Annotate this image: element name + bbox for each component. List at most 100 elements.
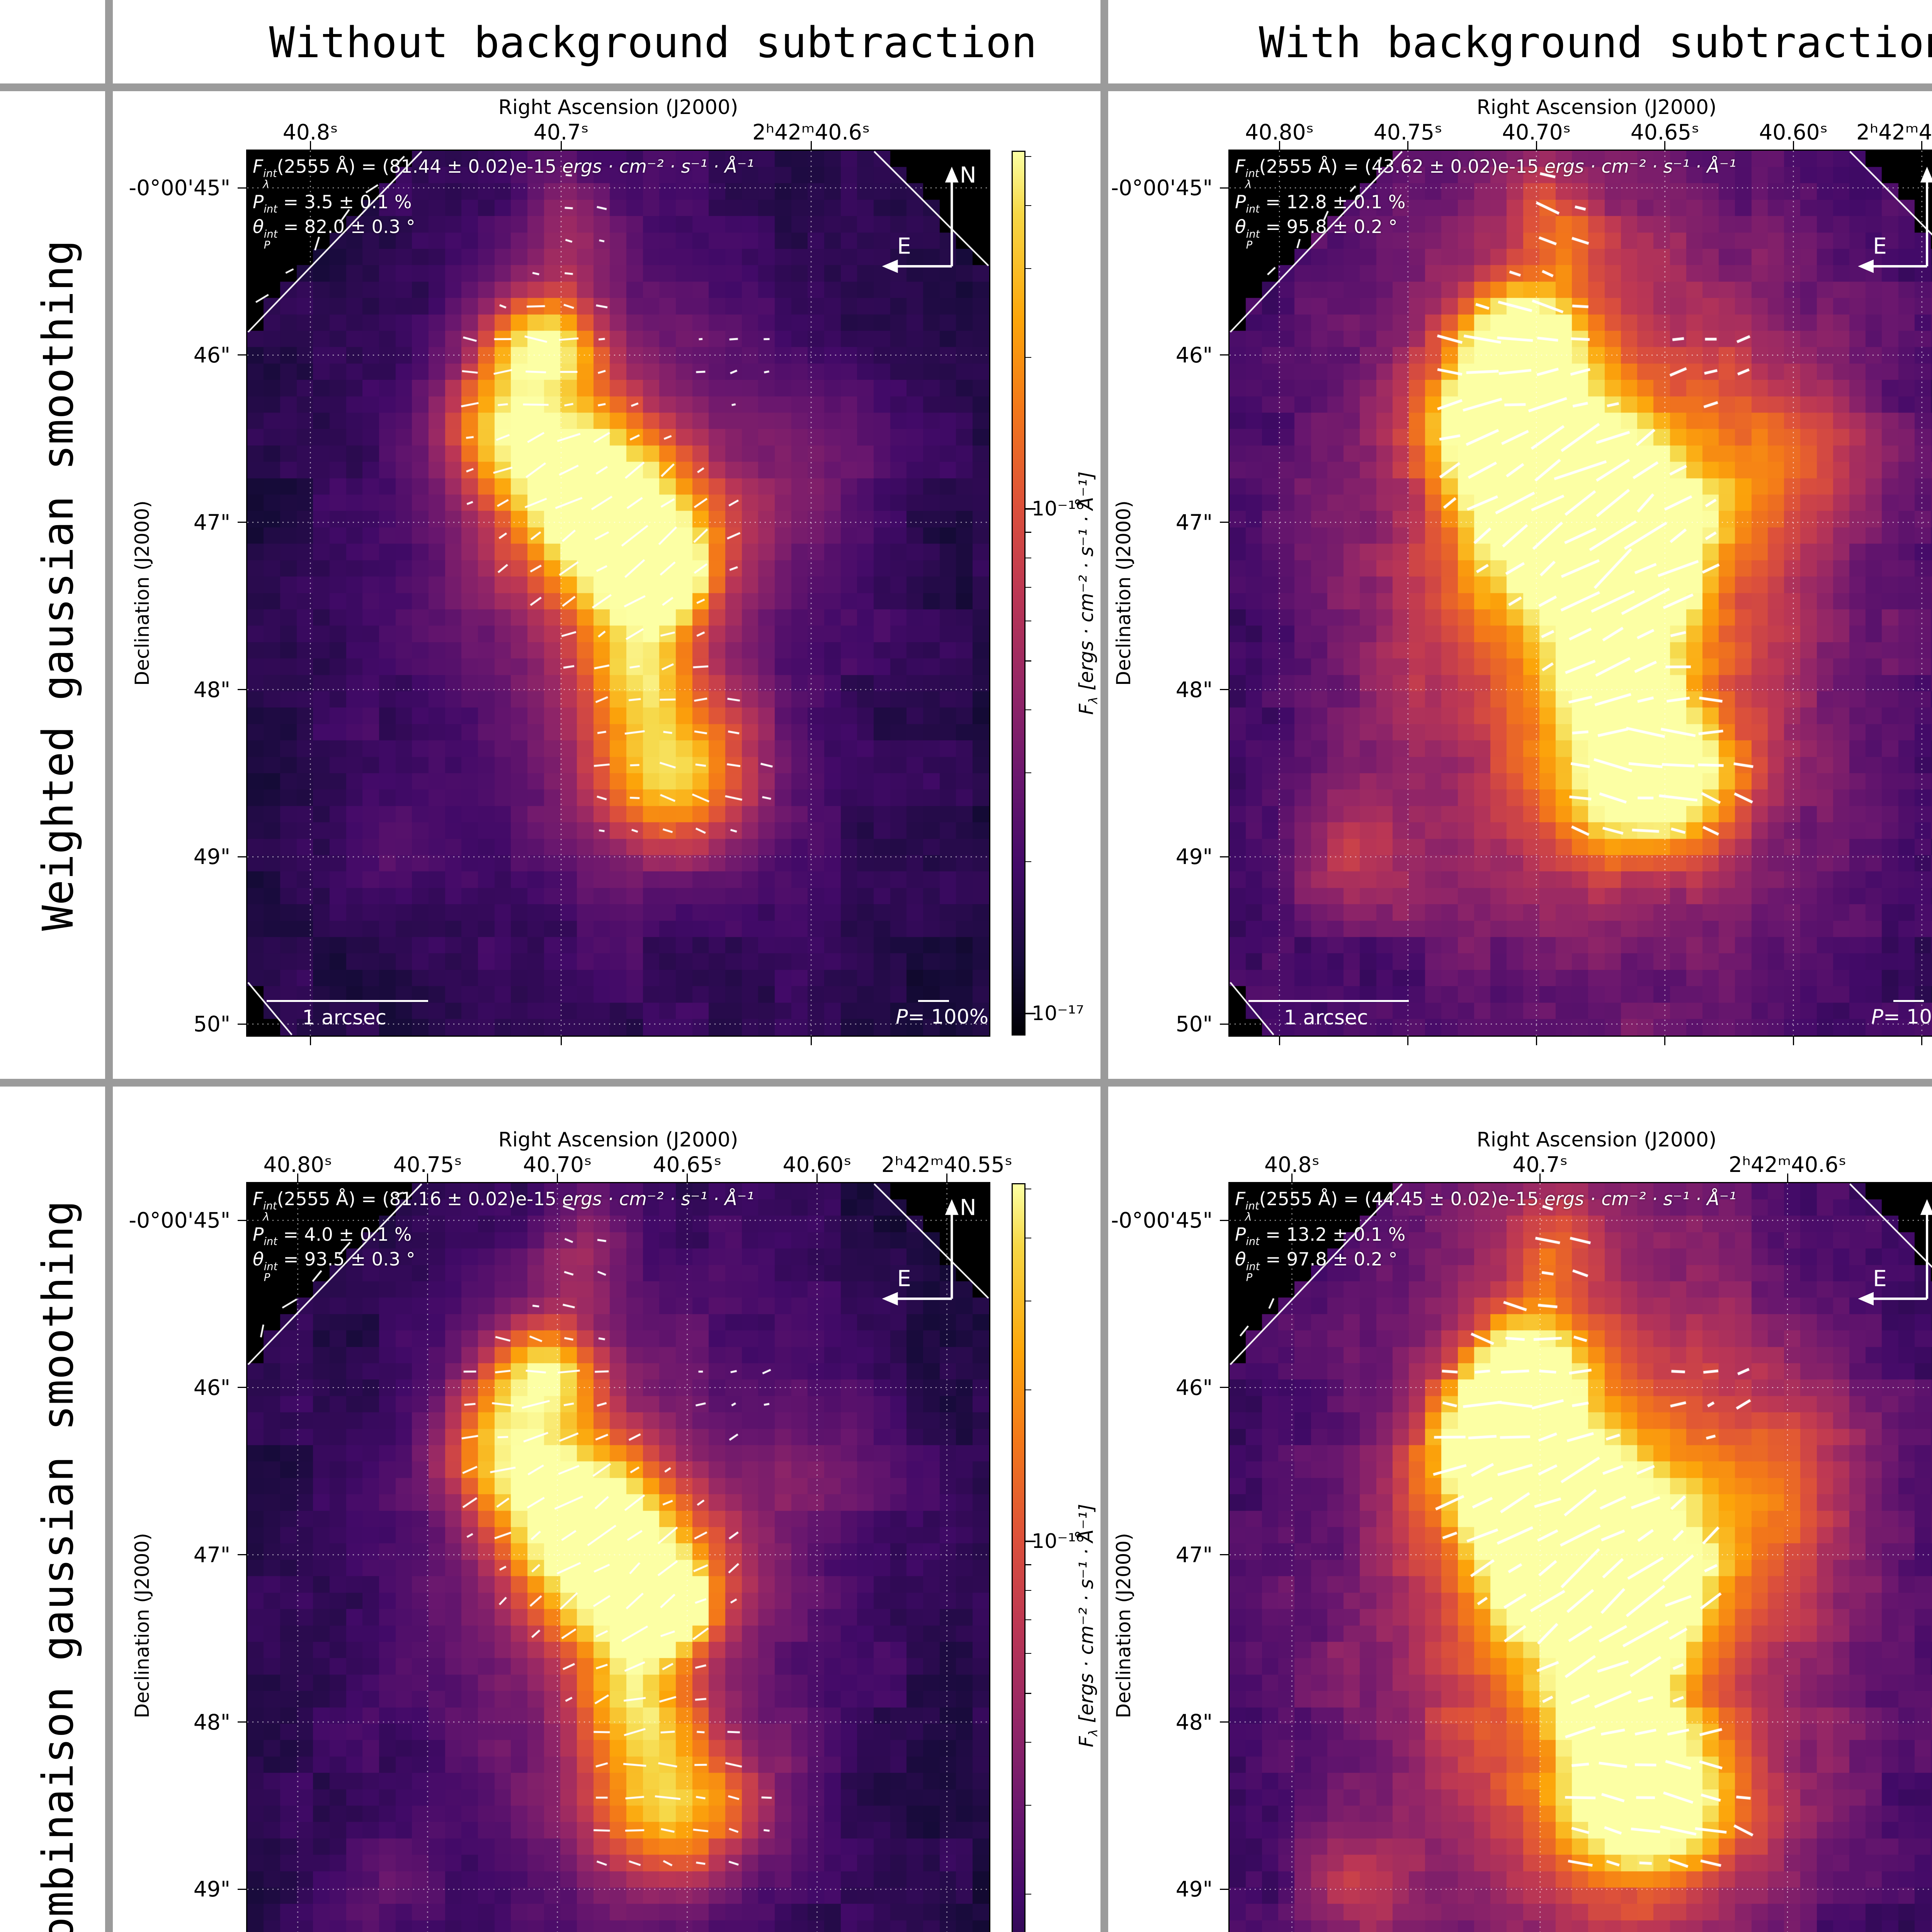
east-arrowhead-icon [882, 259, 898, 273]
ra-tick-label: 40.70ˢ [523, 1152, 592, 1177]
ra-tick-mark [1921, 141, 1923, 150]
vertical-divider-left [105, 0, 113, 1932]
polarization-value: = 12.8 ± 0.1 % [1259, 192, 1406, 213]
ra-tick-label: 40.70ˢ [1502, 120, 1571, 145]
scale-bar [1248, 1000, 1409, 1002]
colorbar-minor-tick [1026, 268, 1031, 269]
scale-bar-label: 1 arcsec [302, 1006, 387, 1030]
angle-symbol: θ [1235, 216, 1246, 238]
angle-value: = 93.5 ± 0.3 ° [277, 1249, 415, 1270]
colorbar-minor-tick [1026, 1564, 1031, 1565]
dec-tick-mark [1220, 522, 1228, 523]
dec-tick-mark [238, 522, 246, 523]
heatmap-canvas [1230, 1183, 1932, 1932]
ra-tick-label: 40.80ˢ [263, 1152, 332, 1177]
flux-symbol: F [253, 1189, 264, 1210]
dec-tick-label: 49" [1175, 1877, 1213, 1902]
dec-tick-label: 50" [1175, 1012, 1213, 1037]
ra-tick-label: 2ʰ42ᵐ40.55ˢ [881, 1152, 1013, 1177]
dec-tick-label: 47" [193, 510, 230, 535]
angle-symbol: θ [253, 1249, 264, 1270]
heatmap-canvas [247, 1183, 989, 1932]
ra-tick-mark [1536, 1037, 1537, 1045]
ra-tick-label: 2ʰ42ᵐ40.6ˢ [752, 120, 870, 145]
dec-tick-mark [238, 856, 246, 857]
colorbar-minor-tick [1026, 1804, 1031, 1806]
north-label: N [960, 1195, 976, 1221]
y-axis-title: Declination (J2000) [131, 500, 153, 686]
dec-tick-label: -0°00'45" [129, 175, 230, 201]
dec-tick-label: 47" [1175, 1542, 1213, 1567]
row-label-weighted-smoothing: Weighted gaussian smoothing [33, 240, 83, 931]
y-axis-title: Declination (J2000) [131, 1533, 153, 1718]
scale-bar [266, 1000, 429, 1002]
north-arrowhead-icon [1920, 1199, 1932, 1215]
colorbar-minor-tick [1026, 709, 1031, 711]
colorbar-minor-tick [1026, 1619, 1031, 1621]
colorbar-minor-tick [1026, 1653, 1031, 1654]
flux-supsub: int λ [1245, 1200, 1259, 1223]
polarization-symbol: P [1235, 192, 1246, 213]
polarization-scale-bar [918, 1000, 949, 1002]
x-axis-title: Right Ascension (J2000) [498, 96, 738, 119]
ra-tick-label: 40.60ˢ [782, 1152, 852, 1177]
angle-symbol: θ [1235, 1249, 1246, 1270]
colorbar-minor-tick [1026, 660, 1031, 662]
colorbar-minor-tick [1026, 357, 1031, 358]
dec-tick-mark [238, 1219, 246, 1221]
dec-tick-label: 49" [193, 844, 230, 869]
dec-tick-label: -0°00'45" [1111, 175, 1213, 201]
flux-value: (2555 Å) = (43.62 ± 0.02)e-15 [1259, 156, 1544, 177]
row-label-combinaison-smoothing: Combinaison gaussian smoothing [33, 1200, 83, 1932]
dec-tick-label: 48" [193, 677, 230, 702]
ra-tick-mark [1536, 141, 1537, 150]
colorbar-minor-tick [1026, 1893, 1031, 1895]
dec-tick-label: 46" [193, 342, 230, 367]
polarization-scale-label: P= 100% [896, 1005, 989, 1029]
flux-symbol: F [1235, 156, 1246, 177]
dec-tick-mark [1220, 856, 1228, 857]
flux-symbol: F [253, 156, 264, 177]
dec-tick-label: 50" [193, 1012, 230, 1037]
north-arrowhead-icon [1920, 167, 1932, 183]
angle-annotation: θ int P = 97.8 ± 0.2 ° [1235, 1249, 1398, 1284]
dec-tick-label: 49" [1175, 844, 1213, 869]
compass: N E [1857, 1199, 1932, 1306]
colorbar-tick-label: 10⁻¹⁷ [1032, 1002, 1084, 1025]
flux-value: (2555 Å) = (81.44 ± 0.02)e-15 [277, 156, 562, 177]
y-axis-title: Declination (J2000) [1112, 500, 1135, 686]
colorbar [1012, 151, 1026, 1036]
flux-value: (2555 Å) = (44.45 ± 0.02)e-15 [1259, 1189, 1544, 1210]
east-arrowhead-icon [1857, 259, 1874, 273]
colorbar-minor-tick [1026, 587, 1031, 588]
dec-tick-mark [238, 1387, 246, 1388]
ra-tick-mark [687, 1173, 688, 1182]
polarization-value: = 13.2 ± 0.1 % [1259, 1224, 1406, 1246]
heatmap-canvas [247, 151, 989, 1036]
ra-tick-mark [1407, 1037, 1409, 1045]
ra-tick-mark [427, 1173, 429, 1182]
dec-tick-mark [238, 187, 246, 189]
east-label: E [1873, 233, 1887, 259]
north-arrowhead-icon [945, 1199, 959, 1215]
dec-tick-label: 46" [1175, 342, 1213, 367]
ra-tick-label: 40.8ˢ [282, 120, 338, 145]
ra-tick-mark [1279, 1037, 1280, 1045]
y-axis-title: Declination (J2000) [1112, 1533, 1135, 1718]
ra-tick-mark [1664, 1037, 1666, 1045]
ra-tick-label: 40.7ˢ [1512, 1152, 1568, 1177]
dec-tick-mark [1220, 1387, 1228, 1388]
angle-annotation: θ int P = 93.5 ± 0.3 ° [253, 1249, 415, 1284]
dec-tick-label: 47" [1175, 510, 1213, 535]
polarization-symbol: P [253, 1224, 264, 1246]
flux-unit: ergs · cm⁻² · s⁻¹ · Å⁻¹ [562, 156, 754, 177]
scale-bar-label: 1 arcsec [1284, 1006, 1368, 1030]
ra-tick-label: 40.75ˢ [393, 1152, 462, 1177]
dec-tick-mark [238, 354, 246, 356]
colorbar [1012, 1183, 1026, 1932]
